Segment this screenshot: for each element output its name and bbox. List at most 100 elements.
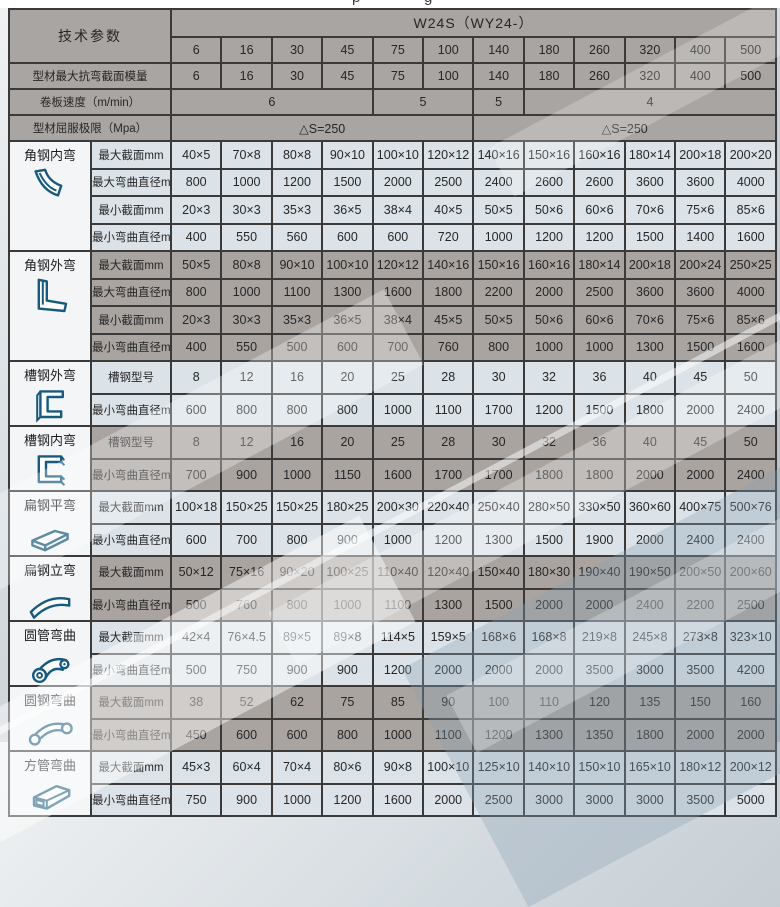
value-cell: 600 <box>220 717 273 752</box>
value-cell: 1100 <box>422 717 475 752</box>
value-cell: 1300 <box>321 277 374 307</box>
value-cell: 42×4 <box>169 620 223 655</box>
param-row-label: 型材最大抗弯截面模量 <box>8 62 172 90</box>
value-cell: 800 <box>321 392 374 427</box>
value-cell: 20×3 <box>169 305 223 335</box>
value-cell: 200×24 <box>674 250 727 280</box>
value-cell: 800 <box>321 717 374 752</box>
value-cell: 45×5 <box>422 305 475 335</box>
value-cell: 168×6 <box>472 620 525 655</box>
value-cell: 245×8 <box>623 620 677 655</box>
value-cell: 70×6 <box>623 195 677 225</box>
value-cell: 273×8 <box>674 620 727 655</box>
param-row-label: 型材屈服极限（Mpa） <box>8 114 172 142</box>
value-cell: 100 <box>472 685 525 720</box>
value-cell: 360×60 <box>623 490 677 525</box>
value-cell: 2000 <box>724 717 777 752</box>
param-value-cell: 6 <box>169 62 223 90</box>
size-column-header: 500 <box>724 36 777 64</box>
value-cell: 150 <box>674 685 727 720</box>
value-cell: 1800 <box>522 457 576 492</box>
value-cell: 1100 <box>270 277 324 307</box>
value-cell: 3500 <box>674 652 727 687</box>
value-cell: 1500 <box>623 222 677 252</box>
value-cell: 30 <box>472 360 525 395</box>
corner-header: 技术参数 <box>8 8 172 64</box>
section-title: 方管弯曲 <box>23 758 76 773</box>
value-cell: 1000 <box>371 522 425 557</box>
value-cell: 1200 <box>321 782 374 817</box>
value-cell: 16 <box>270 425 324 460</box>
value-cell: 8 <box>169 425 223 460</box>
param-value-cell: 5 <box>472 88 525 116</box>
value-cell: 168×8 <box>522 620 576 655</box>
row-label: 最大截面mm <box>90 685 172 720</box>
row-label: 最小弯曲直径mm <box>90 392 172 427</box>
param-value-cell: 4 <box>522 88 778 116</box>
value-cell: 1350 <box>573 717 626 752</box>
value-cell: 100×10 <box>422 750 475 785</box>
value-cell: 1500 <box>321 167 374 197</box>
value-cell: 2400 <box>724 522 777 557</box>
value-cell: 720 <box>422 222 475 252</box>
value-cell: 1200 <box>573 222 626 252</box>
angle-outer-bend-icon <box>11 275 89 315</box>
value-cell: 180×12 <box>674 750 727 785</box>
value-cell: 250×40 <box>472 490 525 525</box>
value-cell: 40 <box>623 425 677 460</box>
value-cell: 150×16 <box>522 140 576 170</box>
value-cell: 180×30 <box>522 555 576 590</box>
value-cell: 60×4 <box>220 750 273 785</box>
value-cell: 30×3 <box>220 195 273 225</box>
value-cell: 50 <box>724 425 777 460</box>
value-cell: 140×16 <box>472 140 525 170</box>
value-cell: 150×16 <box>472 250 525 280</box>
row-label: 最小弯曲直径mm <box>90 522 172 557</box>
value-cell: 50×6 <box>522 195 576 225</box>
value-cell: 700 <box>371 332 425 362</box>
value-cell: 900 <box>270 652 324 687</box>
value-cell: 3600 <box>623 277 677 307</box>
section-title: 角钢外弯 <box>23 258 76 273</box>
value-cell: 1600 <box>371 782 425 817</box>
value-cell: 900 <box>220 782 273 817</box>
value-cell: 600 <box>270 717 324 752</box>
value-cell: 70×4 <box>270 750 324 785</box>
value-cell: 30 <box>472 425 525 460</box>
value-cell: 500 <box>169 587 223 622</box>
value-cell: 80×8 <box>220 250 273 280</box>
param-value-cell: 45 <box>321 62 374 90</box>
value-cell: 160 <box>724 685 777 720</box>
row-label: 最小弯曲直径mm <box>90 652 172 687</box>
value-cell: 2000 <box>522 652 576 687</box>
value-cell: 200×20 <box>724 140 777 170</box>
row-label: 槽钢型号 <box>90 360 172 395</box>
section-title: 槽钢外弯 <box>23 368 76 383</box>
row-label: 最小弯曲直径mm <box>90 457 172 492</box>
value-cell: 1600 <box>371 457 425 492</box>
value-cell: 800 <box>270 587 324 622</box>
value-cell: 110×40 <box>371 555 425 590</box>
value-cell: 800 <box>169 167 223 197</box>
section-title: 扁钢立弯 <box>23 563 76 578</box>
value-cell: 2400 <box>623 587 677 622</box>
value-cell: 120 <box>573 685 626 720</box>
value-cell: 36×5 <box>321 305 374 335</box>
param-value-cell: 400 <box>674 62 727 90</box>
value-cell: 3000 <box>573 782 626 817</box>
value-cell: 28 <box>422 425 475 460</box>
value-cell: 3600 <box>623 167 677 197</box>
value-cell: 400×75 <box>674 490 727 525</box>
value-cell: 1300 <box>522 717 576 752</box>
value-cell: 45×3 <box>169 750 223 785</box>
value-cell: 75×16 <box>220 555 273 590</box>
size-column-header: 140 <box>472 36 525 64</box>
value-cell: 1600 <box>724 222 777 252</box>
value-cell: 550 <box>220 332 273 362</box>
value-cell: 500×76 <box>724 490 777 525</box>
value-cell: 159×5 <box>422 620 475 655</box>
value-cell: 1800 <box>573 457 626 492</box>
section-cell: 角钢外弯 <box>8 250 92 362</box>
value-cell: 140×10 <box>522 750 576 785</box>
